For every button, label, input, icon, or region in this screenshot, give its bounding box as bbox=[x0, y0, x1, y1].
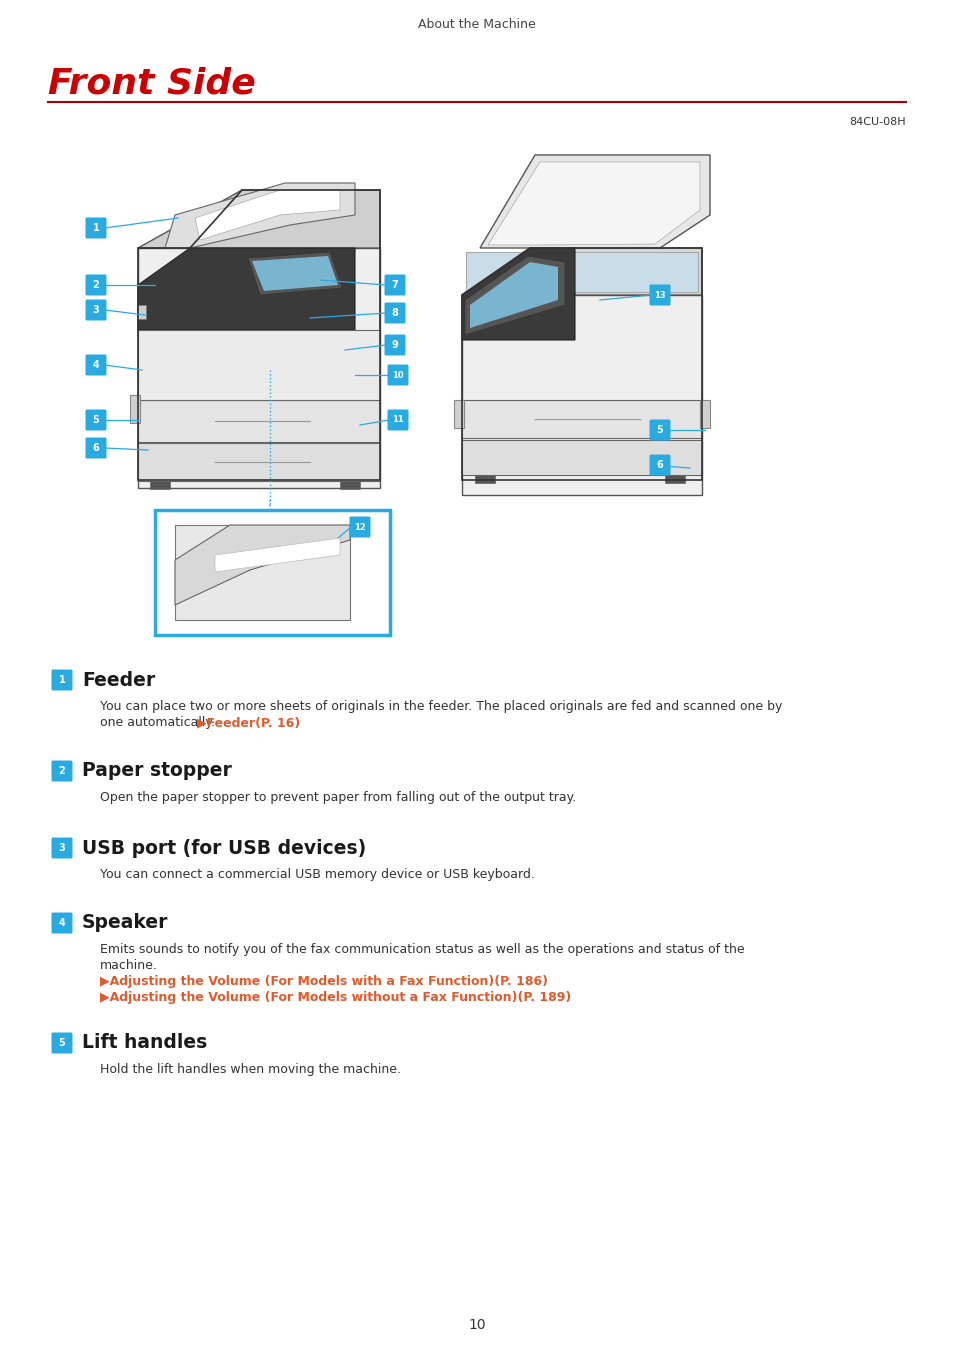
Bar bbox=[138, 329, 379, 400]
Bar bbox=[461, 400, 701, 437]
Text: 13: 13 bbox=[654, 290, 665, 300]
Text: 2: 2 bbox=[92, 279, 99, 290]
Text: Front Side: Front Side bbox=[48, 66, 255, 100]
Polygon shape bbox=[248, 252, 341, 296]
FancyBboxPatch shape bbox=[86, 300, 107, 320]
Bar bbox=[465, 252, 698, 292]
Text: 3: 3 bbox=[92, 305, 99, 315]
Text: 1: 1 bbox=[92, 223, 99, 234]
Text: 11: 11 bbox=[392, 416, 403, 424]
FancyBboxPatch shape bbox=[86, 274, 107, 296]
FancyBboxPatch shape bbox=[86, 217, 107, 239]
FancyBboxPatch shape bbox=[51, 760, 72, 782]
Polygon shape bbox=[470, 262, 558, 328]
Text: ▶Adjusting the Volume (For Models with a Fax Function)(P. 186): ▶Adjusting the Volume (For Models with a… bbox=[100, 975, 547, 988]
Text: 3: 3 bbox=[58, 842, 66, 853]
Polygon shape bbox=[252, 256, 337, 292]
Text: Lift handles: Lift handles bbox=[82, 1034, 207, 1053]
Polygon shape bbox=[194, 190, 339, 240]
Polygon shape bbox=[488, 162, 700, 244]
Polygon shape bbox=[461, 248, 701, 296]
Text: 5: 5 bbox=[92, 414, 99, 425]
Text: 4: 4 bbox=[92, 360, 99, 370]
FancyBboxPatch shape bbox=[138, 248, 379, 487]
FancyBboxPatch shape bbox=[86, 355, 107, 375]
FancyBboxPatch shape bbox=[86, 409, 107, 431]
FancyBboxPatch shape bbox=[387, 409, 408, 431]
Text: ▶Adjusting the Volume (For Models without a Fax Function)(P. 189): ▶Adjusting the Volume (For Models withou… bbox=[100, 991, 571, 1004]
Polygon shape bbox=[464, 256, 564, 335]
Text: ▶Feeder(P. 16): ▶Feeder(P. 16) bbox=[196, 716, 300, 729]
FancyBboxPatch shape bbox=[649, 455, 670, 475]
Polygon shape bbox=[461, 248, 575, 340]
Bar bbox=[138, 400, 379, 441]
Text: Paper stopper: Paper stopper bbox=[82, 761, 232, 780]
Text: 9: 9 bbox=[392, 340, 398, 350]
Text: 2: 2 bbox=[58, 765, 66, 776]
Bar bbox=[700, 400, 709, 428]
FancyBboxPatch shape bbox=[384, 274, 405, 296]
Bar bbox=[130, 396, 140, 423]
FancyBboxPatch shape bbox=[387, 364, 408, 386]
Text: 5: 5 bbox=[656, 425, 662, 435]
Bar bbox=[475, 475, 495, 483]
FancyBboxPatch shape bbox=[51, 1033, 72, 1053]
Polygon shape bbox=[138, 248, 355, 329]
FancyBboxPatch shape bbox=[349, 517, 370, 537]
Text: 7: 7 bbox=[392, 279, 398, 290]
Text: 5: 5 bbox=[58, 1038, 66, 1048]
Bar bbox=[138, 443, 379, 481]
FancyBboxPatch shape bbox=[649, 420, 670, 440]
Polygon shape bbox=[174, 525, 350, 605]
Polygon shape bbox=[214, 539, 339, 572]
Bar bbox=[461, 296, 701, 495]
FancyBboxPatch shape bbox=[51, 913, 72, 933]
Text: 6: 6 bbox=[656, 460, 662, 470]
Text: Speaker: Speaker bbox=[82, 914, 169, 933]
Text: Open the paper stopper to prevent paper from falling out of the output tray.: Open the paper stopper to prevent paper … bbox=[100, 791, 576, 805]
Text: Hold the lift handles when moving the machine.: Hold the lift handles when moving the ma… bbox=[100, 1062, 400, 1076]
FancyBboxPatch shape bbox=[86, 437, 107, 459]
FancyBboxPatch shape bbox=[51, 837, 72, 859]
Polygon shape bbox=[138, 190, 379, 248]
FancyBboxPatch shape bbox=[51, 670, 72, 690]
FancyBboxPatch shape bbox=[384, 335, 405, 355]
Text: 12: 12 bbox=[354, 522, 366, 532]
FancyBboxPatch shape bbox=[649, 285, 670, 305]
Bar bbox=[138, 305, 146, 319]
Text: Feeder: Feeder bbox=[82, 671, 155, 690]
Text: 8: 8 bbox=[391, 308, 398, 319]
Bar bbox=[339, 481, 359, 489]
Text: 10: 10 bbox=[468, 1318, 485, 1332]
Text: Emits sounds to notify you of the fax communication status as well as the operat: Emits sounds to notify you of the fax co… bbox=[100, 944, 744, 956]
Text: USB port (for USB devices): USB port (for USB devices) bbox=[82, 838, 366, 857]
Polygon shape bbox=[479, 155, 709, 248]
Polygon shape bbox=[165, 184, 355, 248]
Bar bbox=[150, 481, 170, 489]
Text: one automatically.: one automatically. bbox=[100, 716, 219, 729]
Text: About the Machine: About the Machine bbox=[417, 19, 536, 31]
Bar bbox=[174, 525, 350, 620]
Text: You can connect a commercial USB memory device or USB keyboard.: You can connect a commercial USB memory … bbox=[100, 868, 535, 882]
FancyBboxPatch shape bbox=[154, 510, 390, 634]
Bar bbox=[461, 440, 701, 475]
Text: 6: 6 bbox=[92, 443, 99, 454]
Text: 4: 4 bbox=[58, 918, 66, 927]
FancyBboxPatch shape bbox=[384, 302, 405, 324]
Text: machine.: machine. bbox=[100, 958, 157, 972]
Text: You can place two or more sheets of originals in the feeder. The placed original: You can place two or more sheets of orig… bbox=[100, 701, 781, 713]
Bar bbox=[664, 475, 684, 483]
Text: 1: 1 bbox=[58, 675, 66, 684]
Text: 84CU-08H: 84CU-08H bbox=[848, 117, 905, 127]
Bar bbox=[454, 400, 463, 428]
Text: 10: 10 bbox=[392, 370, 403, 379]
